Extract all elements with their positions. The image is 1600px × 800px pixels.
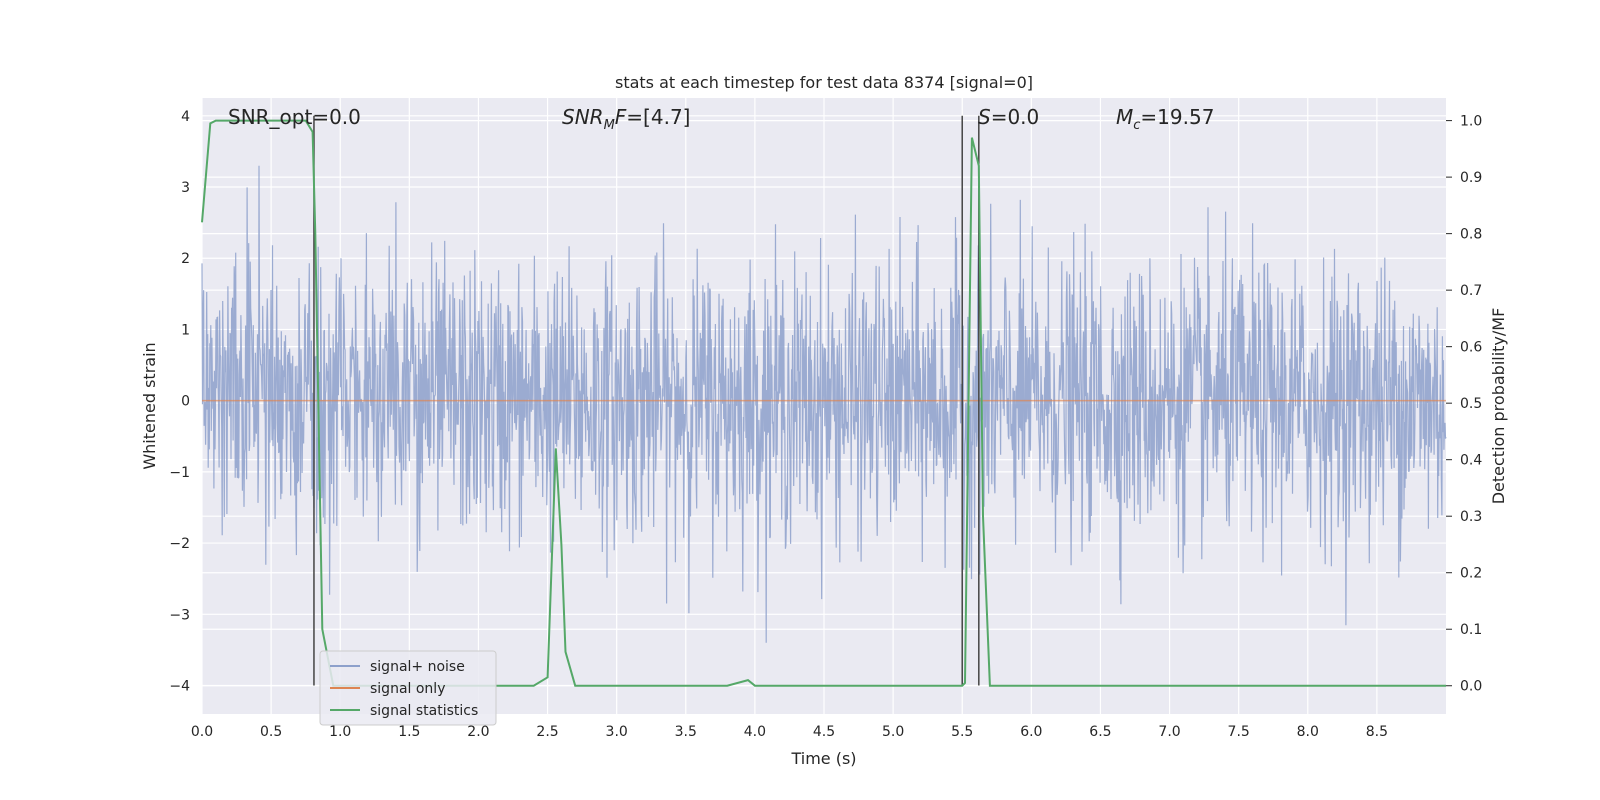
- y-axis-label: Whitened strain: [140, 342, 159, 469]
- y-tick-label: 0: [181, 394, 190, 410]
- y2-tick-label: 0.8: [1460, 227, 1482, 243]
- y2-tick-label: 0.6: [1460, 340, 1482, 356]
- legend-label: signal statistics: [370, 703, 478, 719]
- series-line-signal-statistics: [201, 119, 1446, 687]
- y2-tick-label: 1.0: [1460, 114, 1482, 130]
- x-tick-label: 8.5: [1366, 724, 1388, 740]
- y-tick-label: 2: [181, 251, 190, 267]
- x-tick-label: 0.5: [260, 724, 282, 740]
- y2-tick-label: 0.4: [1460, 453, 1482, 469]
- y2-axis-ticks: 0.0 0.1 0.2 0.3 0.4 0.5 0.6 0.7 0.8 0.9 1.0: [1446, 114, 1482, 695]
- x-tick-label: 5.0: [882, 724, 904, 740]
- legend: signal+ noise signal only signal statistic…: [319, 650, 497, 726]
- x-tick-label: 7.5: [1228, 724, 1250, 740]
- x-tick-label: 8.0: [1297, 724, 1319, 740]
- chart-title: stats at each timestep for test data 837…: [615, 73, 1033, 92]
- signal-noise-series: [201, 165, 1447, 643]
- x-tick-label: 2.5: [536, 724, 558, 740]
- y2-tick-label: 0.5: [1460, 396, 1482, 412]
- y-tick-label: −3: [169, 607, 190, 623]
- x-tick-label: 3.0: [606, 724, 628, 740]
- y2-axis-label: Detection probability/MF: [1489, 308, 1508, 505]
- y-tick-label: 3: [181, 180, 190, 196]
- x-tick-label: 4.5: [813, 724, 835, 740]
- series-line-signal-noise: [201, 165, 1447, 643]
- x-tick-label: 1.0: [329, 724, 351, 740]
- x-tick-label: 0.0: [191, 724, 213, 740]
- x-tick-label: 2.0: [467, 724, 489, 740]
- x-tick-label: 4.0: [744, 724, 766, 740]
- annotation-snr-opt: SNR_opt=0.0: [228, 105, 361, 129]
- x-axis-label: Time (s): [790, 749, 856, 768]
- legend-label: signal+ noise: [370, 659, 465, 675]
- y2-tick-label: 0.1: [1460, 622, 1482, 638]
- y2-tick-label: 0.3: [1460, 509, 1482, 525]
- y2-tick-label: 0.7: [1460, 283, 1482, 299]
- x-axis-ticks: 0.0 0.5 1.0 1.5 2.0 2.5 3.0 3.5 4.0 4.5 5.0 5.5 6.0 6…: [191, 724, 1388, 740]
- y-tick-label: −1: [169, 465, 190, 481]
- x-tick-label: 1.5: [398, 724, 420, 740]
- y2-tick-label: 0.2: [1460, 566, 1482, 582]
- series-layer: [201, 115, 1446, 687]
- annotation-s: S=0.0: [978, 105, 1039, 129]
- annotation-snr-mf: SNRMF=[4.7]: [562, 105, 690, 133]
- x-tick-label: 7.0: [1158, 724, 1180, 740]
- y-tick-label: 1: [181, 322, 190, 338]
- x-tick-label: 6.5: [1089, 724, 1111, 740]
- x-tick-label: 3.5: [675, 724, 697, 740]
- y-tick-label: 4: [181, 109, 190, 125]
- annotation-mc: Mc=19.57: [1116, 105, 1214, 133]
- grid: [201, 98, 1446, 714]
- y2-tick-label: 0.9: [1460, 170, 1482, 186]
- y-tick-label: −2: [169, 536, 190, 552]
- legend-box: [319, 650, 497, 726]
- y-tick-label: −4: [169, 679, 190, 695]
- legend-label: signal only: [370, 681, 445, 697]
- y2-tick-label: 0.0: [1460, 679, 1482, 695]
- y-axis-ticks: −4 −3 −2 −1 0 1 2 3 4: [169, 109, 190, 695]
- x-tick-label: 5.5: [951, 724, 973, 740]
- x-tick-label: 6.0: [1020, 724, 1042, 740]
